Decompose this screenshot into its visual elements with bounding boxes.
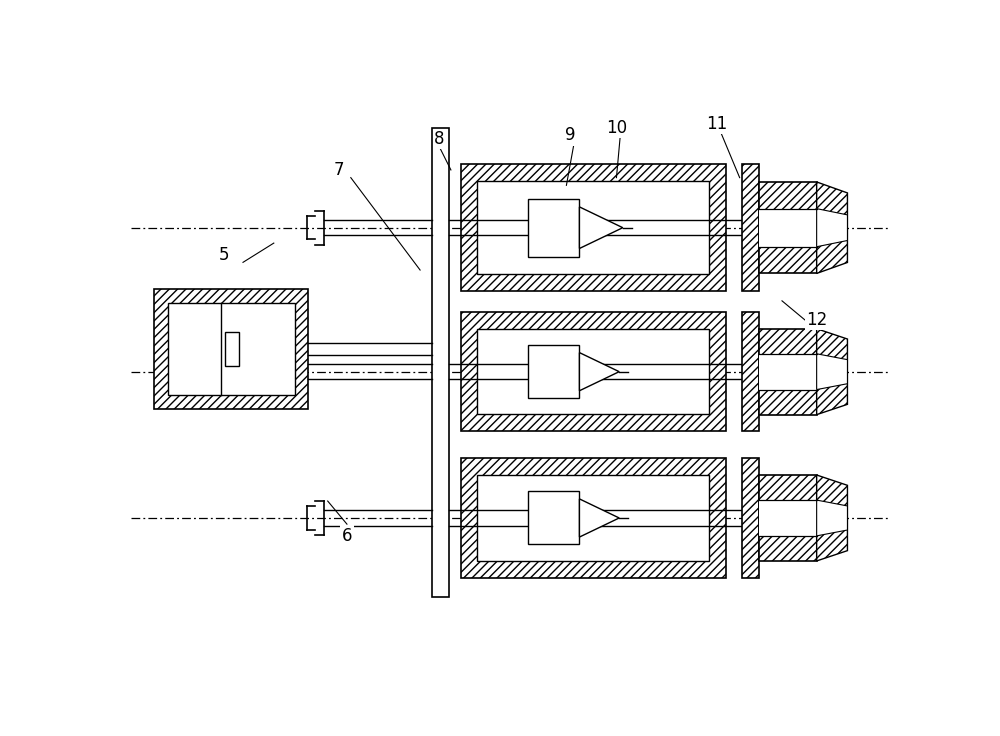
Bar xyxy=(742,164,759,291)
Polygon shape xyxy=(817,329,847,414)
Polygon shape xyxy=(579,353,619,391)
Polygon shape xyxy=(817,475,847,561)
Bar xyxy=(477,329,709,414)
Polygon shape xyxy=(579,499,619,537)
Bar xyxy=(461,312,726,431)
Polygon shape xyxy=(817,500,847,536)
Polygon shape xyxy=(579,207,623,249)
Text: 9: 9 xyxy=(565,127,576,144)
Text: 7: 7 xyxy=(334,161,344,179)
Bar xyxy=(432,127,449,598)
Text: 8: 8 xyxy=(434,130,445,148)
Bar xyxy=(528,492,579,545)
Bar xyxy=(225,332,239,367)
Bar xyxy=(759,329,817,414)
Polygon shape xyxy=(817,208,847,247)
Text: 10: 10 xyxy=(606,118,627,137)
Bar xyxy=(477,181,709,275)
Text: 6: 6 xyxy=(342,527,352,545)
Bar xyxy=(759,475,817,561)
Bar xyxy=(742,312,759,431)
Text: 11: 11 xyxy=(706,115,727,132)
Bar xyxy=(461,459,726,578)
Bar xyxy=(759,500,817,536)
Bar xyxy=(477,475,709,561)
Bar xyxy=(759,208,817,247)
Polygon shape xyxy=(817,182,847,274)
Bar xyxy=(154,289,308,408)
Bar xyxy=(742,459,759,578)
Bar xyxy=(528,199,579,257)
Bar xyxy=(759,354,817,389)
Text: 12: 12 xyxy=(806,311,827,329)
Bar xyxy=(168,303,295,394)
Bar xyxy=(528,345,579,398)
Bar xyxy=(759,182,817,274)
Text: 5: 5 xyxy=(218,246,229,263)
Bar xyxy=(461,164,726,291)
Polygon shape xyxy=(817,354,847,389)
Bar xyxy=(168,303,295,394)
